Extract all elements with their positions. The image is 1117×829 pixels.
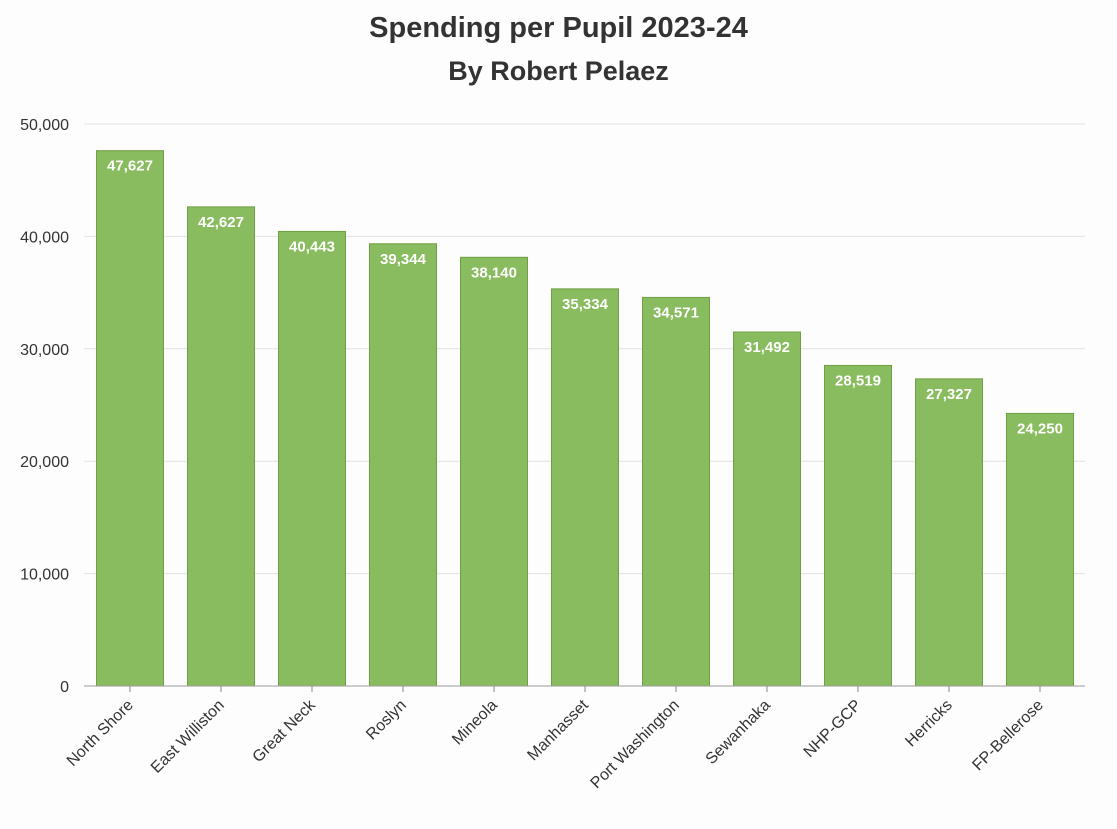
y-tick-label: 40,000 [20,229,69,246]
bar [1006,412,1074,687]
category-label: Mineola [449,697,501,749]
y-tick-label: 50,000 [20,117,69,134]
y-tick-label: 30,000 [20,342,69,359]
bar [278,230,346,687]
bar-value-label: 27,327 [926,386,972,403]
chart-subtitle: By Robert Pelaez [448,56,669,86]
category-label: Roslyn [363,697,410,744]
value-labels: 47,627 42,627 40,443 39,344 38,140 35,334 34,5… [107,158,1063,438]
category-label: Herricks [902,697,956,751]
bar-value-label: 35,334 [562,296,609,313]
bar-value-label: 40,443 [289,238,335,255]
y-tick-label: 20,000 [20,454,69,471]
bar [733,331,801,687]
category-label: Manhasset [524,696,592,764]
x-axis [84,685,1085,692]
bar [187,206,255,687]
bar-value-label: 39,344 [380,251,427,268]
category-label: Sewanhaka [703,697,774,768]
category-label: NHP-GCP [801,697,865,761]
bar-value-label: 31,492 [744,339,790,356]
bar-value-label: 47,627 [107,158,153,175]
bar-value-label: 24,250 [1017,420,1063,437]
bar [369,243,437,687]
category-label: North Shore [64,697,137,770]
bar-value-label: 38,140 [471,264,517,281]
category-label: East Williston [148,697,228,777]
bar [915,378,983,687]
bar-value-label: 28,519 [835,372,881,389]
bar [824,364,892,687]
bar [460,256,528,687]
bar [642,296,710,687]
category-label: Port Washington [588,697,683,792]
category-label: Great Neck [250,696,320,766]
y-axis-ticks: 0 10,000 20,000 30,000 40,000 50,000 [20,117,69,696]
y-tick-label: 0 [60,679,69,696]
category-label: FP-Bellerose [969,697,1046,774]
bar-value-label: 42,627 [198,214,244,231]
bars [96,150,1074,687]
bar [96,150,164,687]
bar-value-label: 34,571 [653,304,699,321]
bar [551,288,619,687]
category-labels: North Shore East Williston Great Neck Rosly… [64,696,1047,792]
y-tick-label: 10,000 [20,567,69,584]
chart-title: Spending per Pupil 2023-24 [369,12,748,44]
